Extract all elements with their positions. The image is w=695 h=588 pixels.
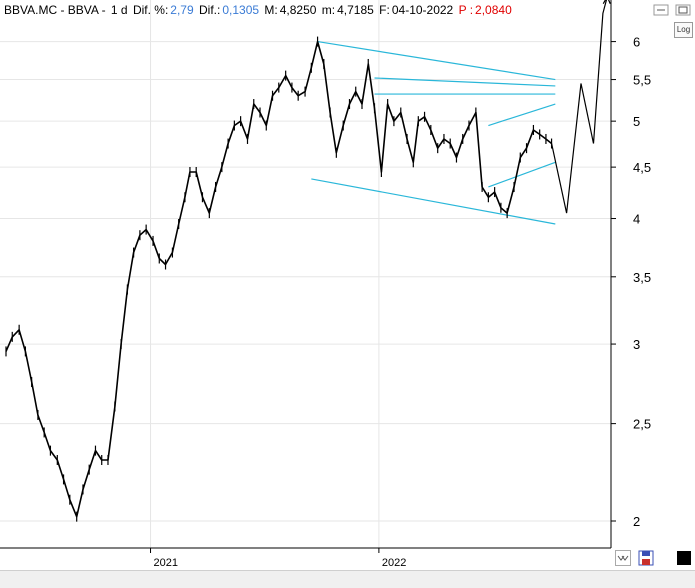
window-icon[interactable] [675, 4, 691, 16]
y-tick-label: 2 [633, 514, 640, 529]
price-series-group [5, 36, 553, 522]
y-tick-label: 3,5 [633, 270, 651, 285]
price-chart[interactable]: 2 2,5 3 3,5 4 4,5 5 5,5 6 2021 2022 [0, 0, 695, 570]
p-label: P : [458, 3, 474, 17]
interval-label: 1 d [110, 3, 128, 17]
x-tick-label: 2021 [154, 557, 178, 569]
trendline [488, 103, 556, 127]
trendline [311, 178, 556, 225]
y-tick-label: 5,5 [633, 73, 651, 88]
trendline [374, 77, 556, 87]
x-axis-ticks: 2021 2022 [150, 548, 406, 569]
date-value: 04-10-2022 [391, 3, 454, 17]
y-tick-label: 6 [633, 35, 640, 50]
save-icon[interactable] [638, 550, 654, 566]
min-label: m: [321, 3, 336, 17]
max-value: 4,8250 [279, 3, 317, 17]
zoom-icon[interactable] [615, 550, 631, 566]
color-square-icon[interactable] [676, 550, 692, 566]
dif-label: Dif.: [199, 3, 221, 17]
dif-value: 0,1305 [222, 3, 260, 17]
max-label: M: [264, 3, 278, 17]
y-tick-label: 3 [633, 337, 640, 352]
symbol-label: BBVA.MC - BBVA - [4, 3, 106, 17]
y-tick-label: 4,5 [633, 160, 651, 175]
log-scale-button[interactable]: Log [674, 22, 693, 38]
y-tick-label: 2,5 [633, 417, 651, 432]
trendlines [311, 40, 556, 225]
minimize-icon[interactable] [653, 4, 669, 16]
chart-header: BBVA.MC - BBVA - 1 d Dif. %: 2,79 Dif.: 0,… [4, 3, 514, 19]
x-tick-label: 2022 [382, 557, 406, 569]
projection-group [551, 0, 611, 214]
bottom-scrollbar[interactable] [0, 570, 695, 588]
price-series-line [5, 40, 553, 518]
y-tick-label: 4 [633, 212, 640, 227]
projection-arrowhead [602, 0, 611, 5]
trendline [488, 161, 556, 188]
grid [0, 0, 611, 548]
y-tick-label: 5 [633, 114, 640, 129]
min-value: 4,7185 [337, 3, 374, 17]
trendline [317, 40, 556, 81]
p-value: 2,0840 [475, 3, 512, 17]
projection-line [551, 0, 608, 214]
dif-pct-value: 2,79 [170, 3, 194, 17]
date-label: F: [379, 3, 390, 17]
y-axis-ticks: 2 2,5 3 3,5 4 4,5 5 5,5 6 [611, 35, 651, 529]
